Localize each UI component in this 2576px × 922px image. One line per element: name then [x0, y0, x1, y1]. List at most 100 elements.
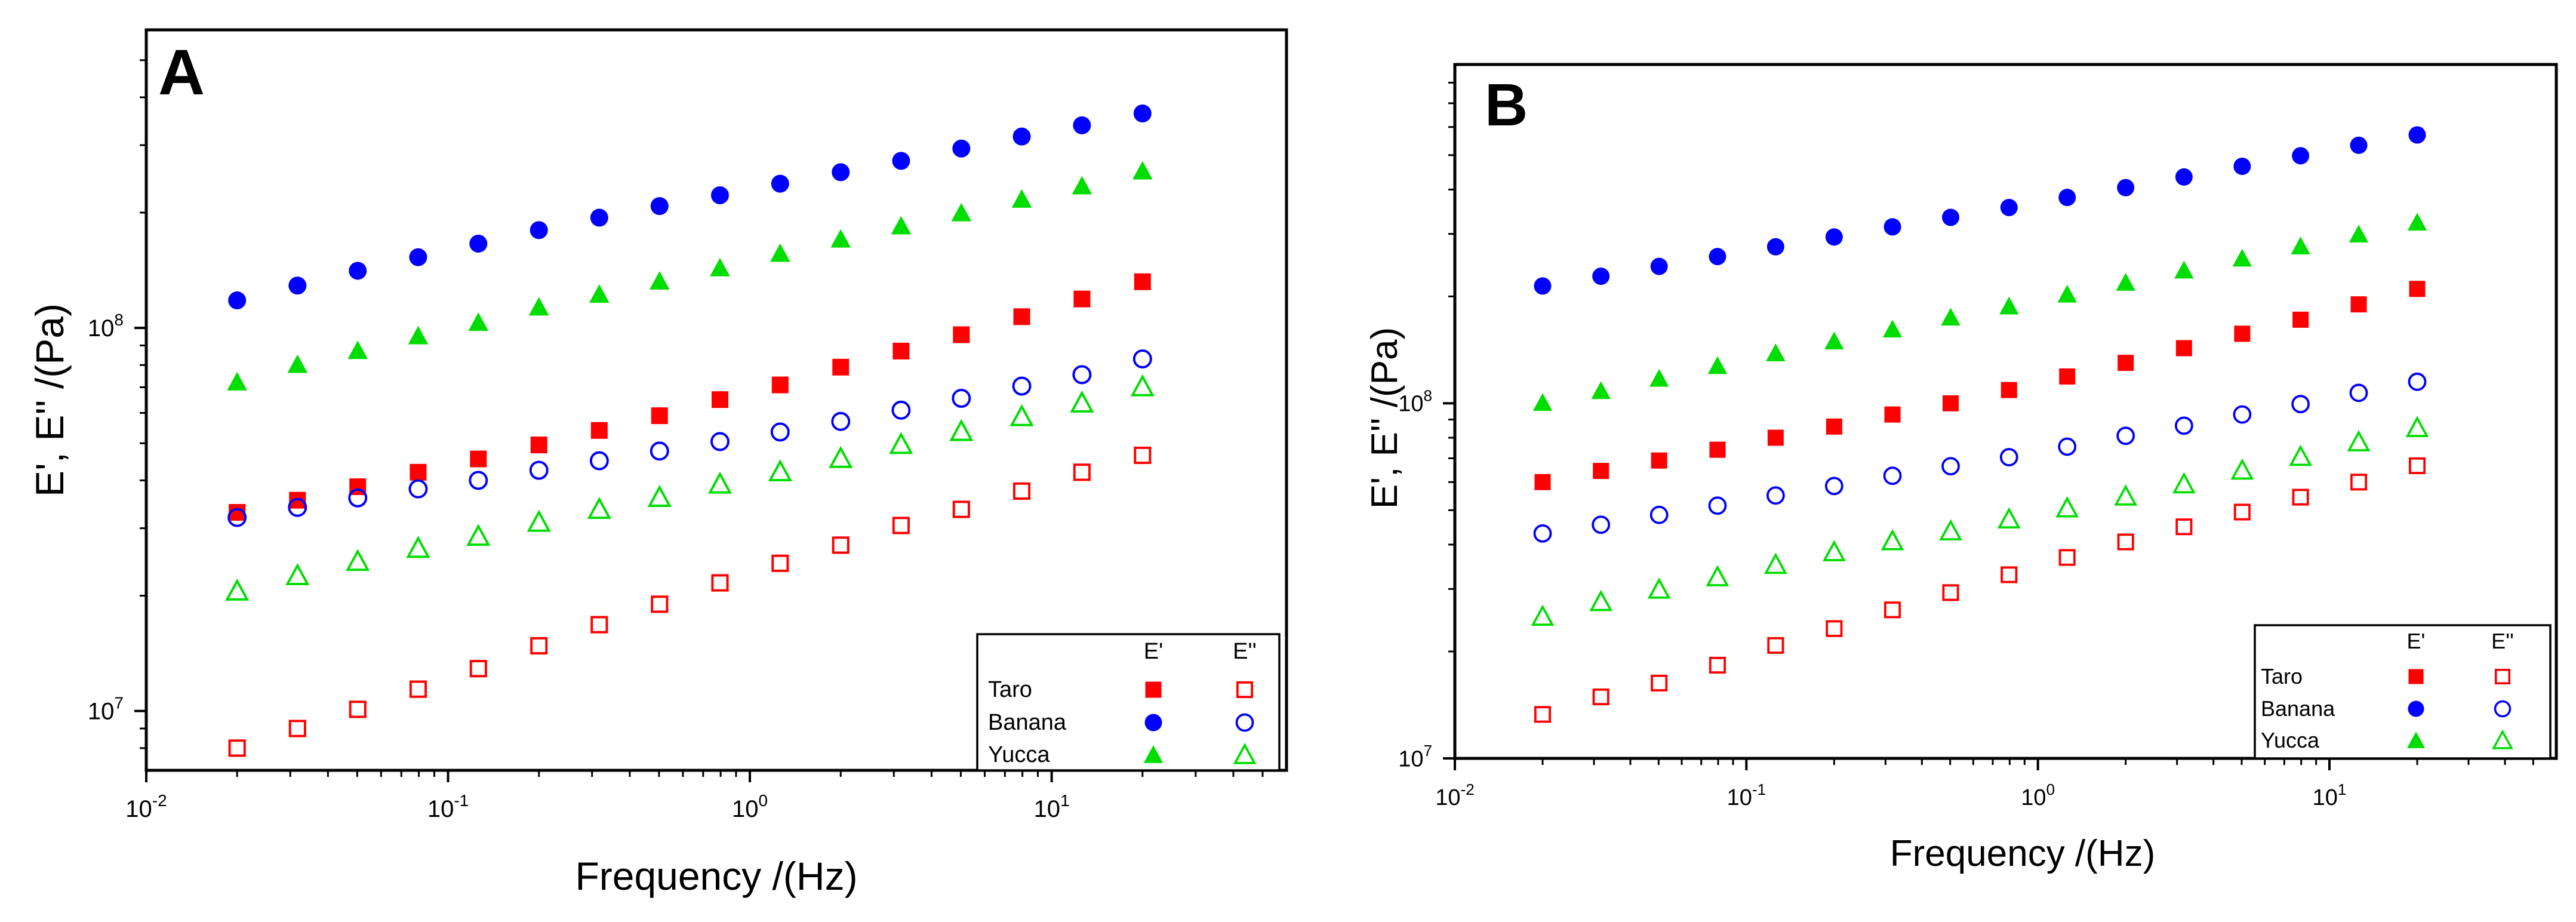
banana-e-storage-point [2175, 168, 2193, 186]
yucca-e-loss-point [707, 471, 733, 494]
taro-e-storage-point [2292, 311, 2309, 328]
y-tick-label: 107 [88, 694, 124, 725]
taro-e-storage-point [1073, 290, 1091, 308]
x-tick-label: 10-1 [427, 791, 469, 822]
banana-e-loss-point [1708, 496, 1727, 515]
legend-label-yucca-b: Yucca [2261, 728, 2320, 752]
banana-e-storage-point [1534, 277, 1552, 295]
taro-e-loss-point [2292, 488, 2309, 506]
taro-e-storage-point [590, 422, 608, 439]
yucca-e-storage-point [1132, 161, 1153, 180]
taro-e-storage-point [1884, 406, 1901, 423]
banana-e-loss-point [2058, 437, 2077, 456]
taro-e-storage-point [2409, 281, 2426, 297]
banana-e-storage-point [2000, 199, 2018, 217]
taro-e-loss-point [2408, 457, 2426, 475]
legend-label-taro-b: Taro [2261, 664, 2303, 689]
yucca-e-loss-point [1589, 589, 1613, 611]
yucca-e-storage-point [830, 229, 851, 248]
taro-e-loss-point [2350, 474, 2368, 491]
taro-e-storage-point [410, 463, 427, 481]
yucca-e-storage-point [1766, 343, 1786, 361]
yucca-e-loss-point [1647, 577, 1671, 599]
x-tick-label: 10-2 [125, 791, 167, 822]
yucca-e-loss-point [1531, 604, 1555, 626]
taro-e-storage-point [2118, 355, 2134, 371]
banana-e-storage-point [2117, 179, 2135, 196]
taro-e-loss-point [2175, 518, 2193, 536]
y-axis-title-b: E', E'' /(Pa) [1364, 327, 1405, 509]
yucca-e-loss-point [527, 509, 551, 532]
banana-e-storage-point [349, 262, 367, 280]
banana-e-storage-point [1825, 228, 1843, 246]
banana-e-storage-point [771, 174, 789, 193]
legend-marker-yucca-storage [1143, 745, 1164, 763]
yucca-e-storage-point [1649, 368, 1669, 387]
yucca-e-storage-point [2174, 260, 2194, 279]
legend-a: E' E'' Taro Banana Yucca [976, 633, 1281, 772]
legend-marker-taro-loss [1236, 681, 1254, 699]
yucca-e-loss-point [1130, 374, 1155, 397]
taro-e-loss-point [2233, 503, 2251, 521]
legend-marker-yucca-loss [1233, 743, 1257, 764]
yucca-e-loss-point [1881, 528, 1904, 551]
taro-e-loss-point [409, 680, 427, 698]
banana-e-loss-point [348, 488, 368, 508]
banana-e-loss-point [589, 451, 609, 471]
taro-e-loss-point [2117, 533, 2134, 551]
banana-e-loss-point [2174, 416, 2193, 435]
banana-e-storage-point [1073, 116, 1091, 134]
yucca-e-loss-point [1764, 552, 1787, 574]
y-tick-label: 108 [88, 311, 124, 342]
banana-e-loss-point [2233, 405, 2252, 424]
yucca-e-storage-point [891, 216, 912, 235]
taro-e-loss-point [1012, 482, 1031, 500]
banana-e-storage-point [2058, 189, 2076, 207]
x-tick-label: 101 [1034, 791, 1070, 822]
yucca-e-storage-point [1999, 296, 2019, 315]
banana-e-loss-point [227, 508, 247, 527]
yucca-e-storage-point [2291, 236, 2310, 254]
taro-e-loss-point [469, 660, 487, 678]
legend-header-e-prime-b: E' [2407, 629, 2426, 653]
x-tick-label: 100 [732, 791, 768, 822]
legend-marker-taro-storage [2408, 669, 2424, 684]
yucca-e-storage-point [1591, 381, 1611, 399]
banana-e-storage-point [710, 186, 729, 204]
banana-e-storage-point [2292, 147, 2310, 165]
chart-panel-a: A Frequency /(Hz) E', E'' /(Pa) 10-2 10-1… [27, 28, 1288, 898]
yucca-e-storage-point [287, 354, 308, 373]
yucca-e-storage-point [227, 372, 247, 391]
taro-e-loss-point [952, 500, 970, 518]
banana-e-loss-point [408, 479, 428, 499]
legend-marker-banana-storage [1144, 714, 1162, 732]
taro-e-loss-point [1134, 446, 1152, 465]
taro-e-storage-point [1534, 474, 1551, 490]
taro-e-loss-point [1942, 584, 1959, 601]
yucca-e-storage-point [1707, 356, 1728, 374]
legend-label-yucca-a: Yucca [988, 742, 1050, 767]
legend-marker-yucca-storage [2407, 732, 2425, 748]
taro-e-loss-point [1767, 637, 1784, 654]
taro-e-storage-point [2059, 368, 2076, 385]
banana-e-loss-point [831, 411, 851, 431]
banana-e-loss-point [1883, 466, 1902, 485]
banana-e-loss-point [1072, 365, 1092, 385]
yucca-e-loss-point [2405, 416, 2429, 438]
yucca-e-loss-point [1070, 390, 1094, 413]
taro-e-storage-point [1134, 273, 1151, 290]
x-tick-label: 10-2 [1435, 780, 1474, 810]
taro-e-loss-point [651, 595, 669, 613]
yucca-e-loss-point [2347, 430, 2371, 451]
yucca-e-storage-point [649, 271, 670, 290]
yucca-e-storage-point [1072, 176, 1092, 195]
panel-label-a: A [158, 36, 205, 108]
banana-e-loss-point [650, 441, 669, 461]
yucca-e-storage-point [1882, 319, 1903, 338]
taro-e-storage-point [892, 342, 910, 359]
yucca-e-loss-point [829, 445, 853, 468]
yucca-e-storage-point [2232, 248, 2252, 267]
yucca-e-loss-point [1010, 404, 1034, 426]
chart-panel-b: B Frequency /(Hz) E', E'' /(Pa) 10-2 10-1… [1364, 63, 2558, 874]
